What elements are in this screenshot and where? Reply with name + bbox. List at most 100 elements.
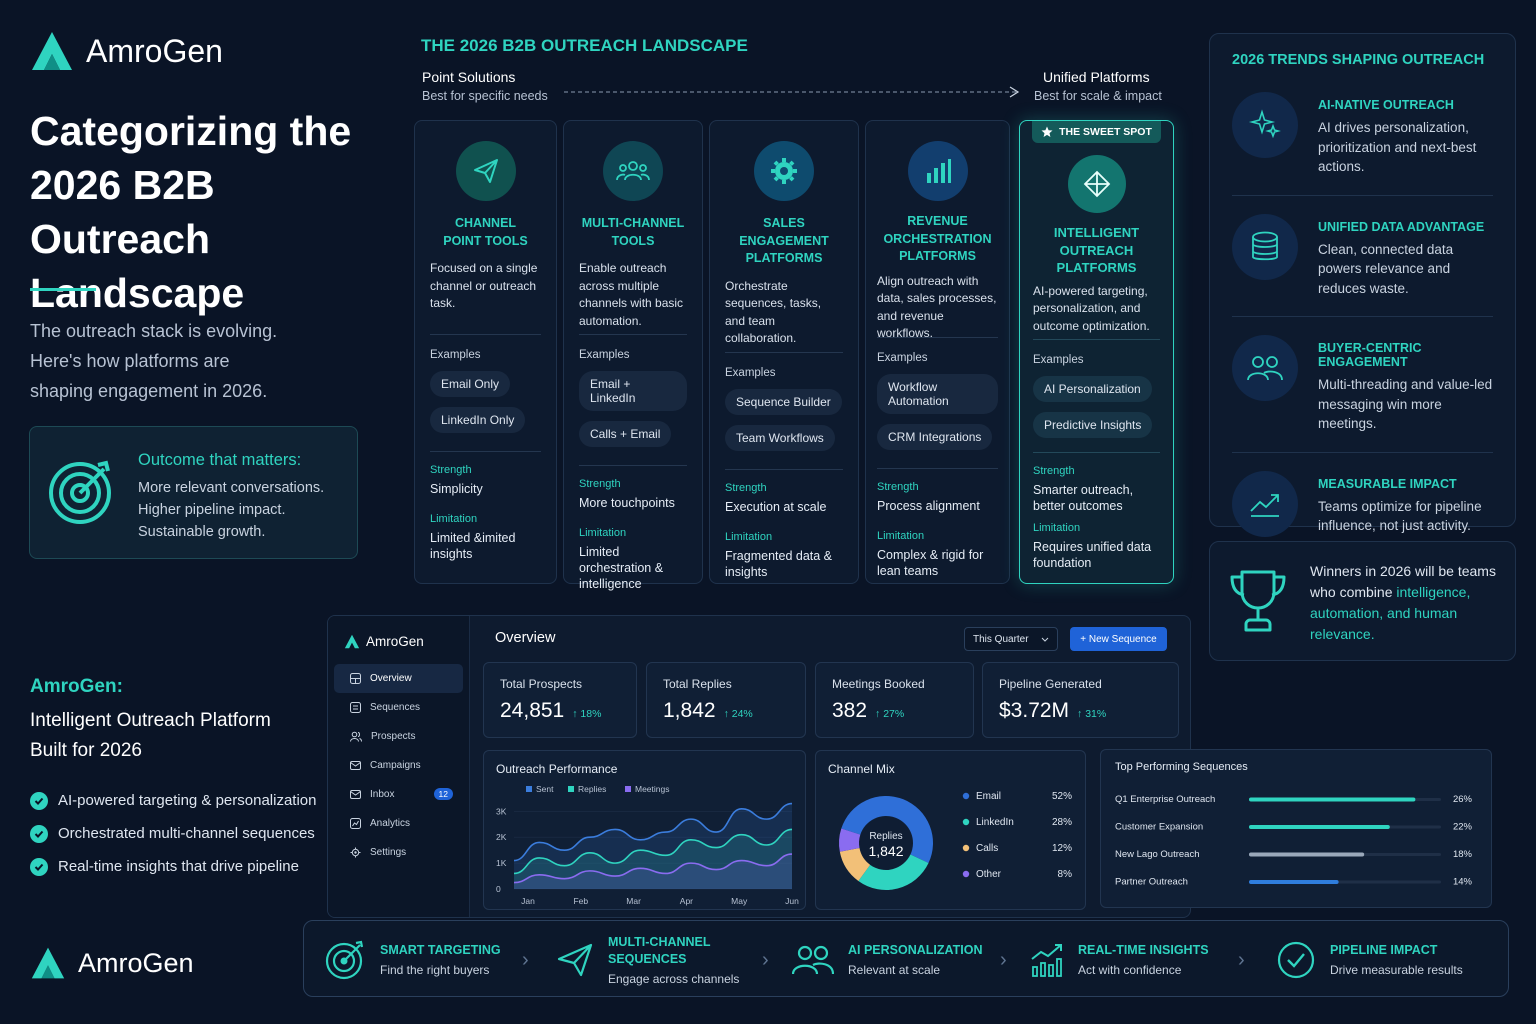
inbox-icon: [350, 790, 361, 799]
strength-label: Strength: [579, 478, 621, 490]
pitch: AmroGen: Intelligent Outreach Platform Bu…: [30, 676, 317, 883]
example-chip: Workflow Automation: [877, 373, 998, 414]
category-card-intelligent-outreach[interactable]: THE SWEET SPOT INTELLIGENT OUTREACH PLATFO…: [1019, 120, 1174, 584]
logo-mark-icon: [32, 32, 72, 70]
sweet-spot-badge: THE SWEET SPOT: [1032, 121, 1161, 143]
x-tick-label: Feb: [573, 896, 588, 906]
mix-title: Channel Mix: [828, 762, 895, 776]
strength-value: More touchpoints: [579, 496, 675, 510]
bar-value-label: 18%: [1453, 849, 1473, 860]
strength-label: Strength: [877, 480, 919, 493]
examples-label: Examples: [877, 351, 928, 364]
value-flow-bar: SMART TARGETING Find the right buyers › M…: [303, 920, 1509, 997]
limitation-label: Limitation: [579, 527, 627, 539]
category-card-channel-point[interactable]: CHANNEL POINT TOOLS Focused on a single c…: [414, 120, 557, 584]
period-select[interactable]: This Quarter: [964, 627, 1058, 651]
bar-category-label: Q1 Enterprise Outreach: [1115, 794, 1215, 805]
nav-settings[interactable]: Settings: [334, 838, 463, 867]
legend-swatch: [625, 786, 631, 792]
donut-center-label: Replies: [869, 831, 902, 842]
point-solutions-sub: Best for specific needs: [422, 89, 548, 103]
grid-icon: [350, 673, 361, 684]
example-chip: CRM Integrations: [877, 423, 993, 450]
card-title: INTELLIGENT OUTREACH PLATFORMS: [1053, 225, 1140, 275]
gear-icon: [350, 847, 361, 858]
example-chip: Email + LinkedIn: [579, 371, 687, 411]
series-area-replies: [514, 829, 792, 889]
bar: [1249, 825, 1390, 829]
limitation-label: Limitation: [1033, 521, 1081, 534]
category-card-sales-engagement[interactable]: SALES ENGAGEMENT PLATFORMS Orchestrate se…: [709, 120, 859, 584]
x-tick-label: May: [731, 896, 748, 906]
legend-swatch: [526, 786, 532, 792]
nav-inbox[interactable]: Inbox 12: [334, 780, 463, 809]
legend-value: 52%: [1052, 791, 1072, 802]
legend-swatch: [568, 786, 574, 792]
examples-label: Examples: [725, 366, 776, 379]
nav-sequences[interactable]: Sequences: [334, 693, 463, 722]
unified-platforms-sub: Best for scale & impact: [1034, 89, 1162, 103]
check-icon: [30, 857, 48, 876]
chevron-right-icon: ›: [1000, 949, 1007, 971]
dashboard-sidebar: AmroGen Overview Sequences Prospects Cam…: [328, 616, 470, 917]
legend-label: Replies: [578, 784, 606, 794]
legend-value: 12%: [1052, 843, 1072, 854]
step-ai-personalization: AI PERSONALIZATION Relevant at scale: [792, 921, 983, 998]
nav-analytics[interactable]: Analytics: [334, 809, 463, 838]
examples-label: Examples: [430, 349, 481, 361]
limitation-label: Limitation: [877, 529, 925, 542]
card-description: Align outreach with data, sales processe…: [877, 273, 997, 341]
chevron-right-icon: ›: [762, 949, 769, 971]
pitch-brand: AmroGen:: [30, 676, 123, 697]
legend-dot: [962, 792, 970, 800]
nav-overview[interactable]: Overview: [334, 664, 463, 693]
nav-campaigns[interactable]: Campaigns: [334, 751, 463, 780]
check-circle-icon: [1277, 941, 1315, 978]
hero-subtitle: The outreach stack is evolving. Here's ho…: [30, 321, 278, 401]
bar-value-label: 26%: [1453, 794, 1473, 805]
kpi-card: Total Replies 1,842 ↑ 24%: [646, 662, 806, 738]
y-tick-label: 1K: [496, 858, 507, 868]
strength-label: Strength: [725, 481, 767, 494]
x-tick-label: Jan: [521, 896, 535, 906]
example-chip: LinkedIn Only: [430, 407, 526, 433]
new-sequence-button[interactable]: + New Sequence: [1070, 627, 1167, 651]
limitation-value: Limited &imited insights: [430, 531, 516, 561]
legend-label: Meetings: [635, 784, 670, 794]
nav-prospects[interactable]: Prospects: [334, 722, 463, 751]
trend-item: UNIFIED DATA ADVANTAGE Clean, connected d…: [1232, 196, 1493, 317]
trend-item: BUYER-CENTRIC ENGAGEMENT Multi-threading …: [1232, 317, 1493, 453]
legend-dot: [962, 870, 970, 878]
slice-calls: [839, 848, 871, 882]
strength-value: Execution at scale: [725, 499, 827, 514]
target-icon: [325, 940, 364, 979]
outreach-performance-chart: Sent Replies Meetings 0 1K 2K 3K Jan Feb Mar Apr Ma…: [496, 784, 799, 906]
example-chip: Calls + Email: [579, 421, 672, 447]
category-card-multi-channel[interactable]: MULTI-CHANNEL TOOLS Enable outreach acros…: [563, 120, 703, 591]
landscape-title: THE 2026 B2B OUTREACH LANDSCAPE: [421, 36, 748, 55]
legend-label: Other: [976, 869, 1002, 880]
category-card-revenue-orchestration[interactable]: REVENUE ORCHESTRATION PLATFORMS Align outr…: [865, 120, 1010, 584]
kpi-card: Pipeline Generated $3.72M ↑ 31%: [982, 662, 1179, 738]
trends-title: 2026 TRENDS SHAPING OUTREACH: [1232, 52, 1485, 68]
legend-label: Email: [976, 791, 1001, 802]
pitch-headline: Intelligent Outreach Platform Built for 2…: [30, 710, 271, 761]
step-real-time-insights: REAL-TIME INSIGHTS Act with confidence: [1030, 921, 1209, 998]
winners-card: Winners in 2026 will be teams who combin…: [1209, 541, 1516, 661]
logo-mark-icon: [31, 947, 65, 979]
example-chip: Team Workflows: [725, 424, 835, 451]
bullet-item: AI-powered targeting & personalization: [30, 784, 317, 817]
chart-up-icon: [1031, 943, 1062, 977]
people-icon: [792, 945, 834, 974]
legend-dot: [962, 844, 970, 852]
perf-title: Outreach Performance: [496, 762, 618, 776]
examples-label: Examples: [1033, 353, 1084, 366]
check-icon: [30, 791, 48, 810]
trend-item: MEASURABLE IMPACT Teams optimize for pipe…: [1232, 453, 1493, 555]
trend-item: AI-NATIVE OUTREACH AI drives personalizat…: [1232, 74, 1493, 196]
chevron-right-icon: ›: [1238, 949, 1245, 971]
limitation-value: Limited orchestration & intelligence: [579, 545, 664, 591]
gear-icon: [754, 141, 814, 201]
legend-value: 28%: [1052, 817, 1072, 828]
